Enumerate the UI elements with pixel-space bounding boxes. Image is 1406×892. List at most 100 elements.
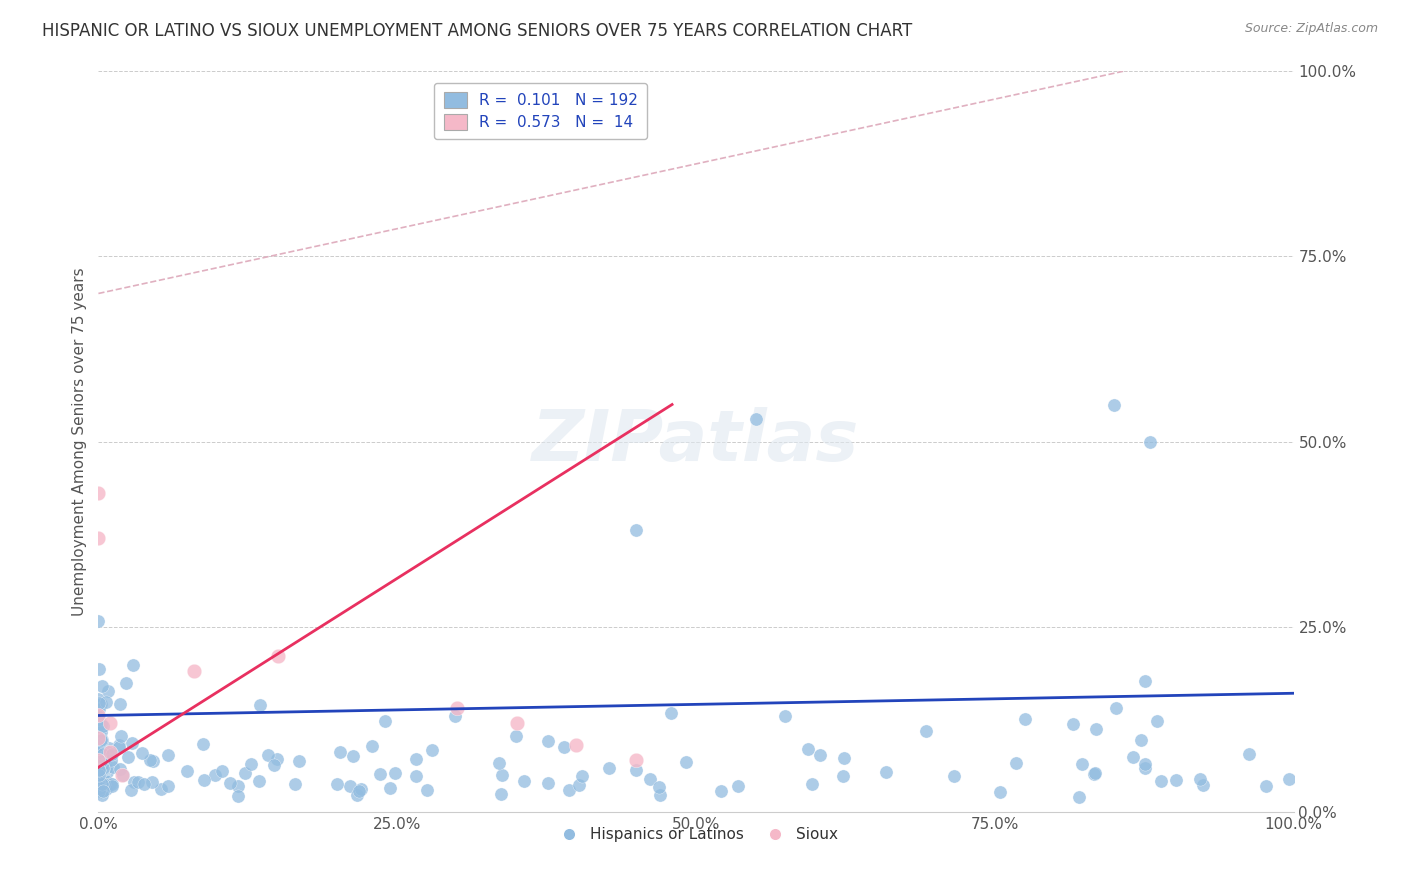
Point xyxy=(157,747,180,762)
Point xyxy=(89,725,111,739)
Point xyxy=(598,761,620,775)
Point xyxy=(626,753,648,767)
Point xyxy=(87,759,110,773)
Point xyxy=(107,740,129,755)
Point xyxy=(87,728,110,742)
Point xyxy=(87,531,110,545)
Point xyxy=(97,747,120,762)
Point xyxy=(87,772,110,786)
Point xyxy=(121,736,143,750)
Point xyxy=(91,719,114,733)
Point xyxy=(110,729,132,743)
Y-axis label: Unemployment Among Seniors over 75 years: Unemployment Among Seniors over 75 years xyxy=(72,268,87,615)
Point xyxy=(131,746,153,760)
Point xyxy=(1085,722,1108,736)
Point xyxy=(96,749,118,764)
Point xyxy=(325,777,347,791)
Point xyxy=(100,747,122,761)
Point xyxy=(1191,778,1213,792)
Point xyxy=(446,701,468,715)
Point xyxy=(505,729,527,743)
Point xyxy=(240,756,263,771)
Point xyxy=(87,758,110,772)
Point xyxy=(87,776,110,790)
Point xyxy=(288,754,311,768)
Point xyxy=(537,776,560,790)
Point xyxy=(329,745,352,759)
Point xyxy=(108,738,131,752)
Point xyxy=(91,761,114,775)
Point xyxy=(557,782,579,797)
Point xyxy=(233,766,256,780)
Point xyxy=(266,751,288,765)
Point xyxy=(368,766,391,780)
Point xyxy=(93,777,115,791)
Point xyxy=(90,725,112,739)
Point xyxy=(91,777,114,791)
Point xyxy=(1062,716,1084,731)
Point xyxy=(87,691,110,706)
Point xyxy=(87,708,110,723)
Point xyxy=(193,773,215,788)
Text: ZIPatlas: ZIPatlas xyxy=(533,407,859,476)
Point xyxy=(1139,434,1161,449)
Point xyxy=(87,725,110,739)
Point xyxy=(1239,747,1261,761)
Point xyxy=(117,750,139,764)
Point xyxy=(1071,756,1094,771)
Point xyxy=(90,743,112,757)
Point xyxy=(87,702,110,716)
Point xyxy=(219,776,242,790)
Point xyxy=(339,779,361,793)
Point xyxy=(93,753,115,767)
Point xyxy=(89,784,111,798)
Point xyxy=(831,768,853,782)
Point xyxy=(89,781,111,796)
Point xyxy=(506,715,529,730)
Point xyxy=(808,748,831,763)
Point xyxy=(142,754,165,768)
Point xyxy=(1104,398,1126,412)
Point xyxy=(97,683,120,698)
Point xyxy=(204,768,226,782)
Point xyxy=(183,664,205,678)
Point xyxy=(93,763,115,777)
Point xyxy=(773,709,796,723)
Point xyxy=(675,756,697,770)
Point xyxy=(87,712,110,726)
Point xyxy=(405,752,427,766)
Point xyxy=(89,765,111,780)
Point xyxy=(108,762,131,776)
Text: HISPANIC OR LATINO VS SIOUX UNEMPLOYMENT AMONG SENIORS OVER 75 YEARS CORRELATION: HISPANIC OR LATINO VS SIOUX UNEMPLOYMENT… xyxy=(42,22,912,40)
Point xyxy=(193,737,215,751)
Point xyxy=(491,768,513,782)
Point xyxy=(1084,766,1107,780)
Point xyxy=(90,716,112,731)
Point xyxy=(444,708,467,723)
Point xyxy=(91,747,114,761)
Point xyxy=(346,788,368,802)
Point xyxy=(134,777,156,791)
Point xyxy=(89,763,111,777)
Point xyxy=(149,782,172,797)
Point xyxy=(1105,701,1128,715)
Point xyxy=(122,774,145,789)
Point xyxy=(91,756,114,770)
Point xyxy=(247,774,270,789)
Point xyxy=(96,745,118,759)
Point xyxy=(94,761,117,775)
Point xyxy=(1122,750,1144,764)
Point xyxy=(1146,714,1168,728)
Point xyxy=(90,732,112,747)
Point xyxy=(115,676,138,690)
Point xyxy=(176,764,198,779)
Point xyxy=(942,768,965,782)
Point xyxy=(349,784,371,798)
Point xyxy=(1014,712,1036,726)
Point xyxy=(87,750,110,764)
Point xyxy=(513,774,536,789)
Point xyxy=(139,753,162,767)
Point xyxy=(87,662,110,676)
Point xyxy=(420,743,443,757)
Point xyxy=(100,753,122,767)
